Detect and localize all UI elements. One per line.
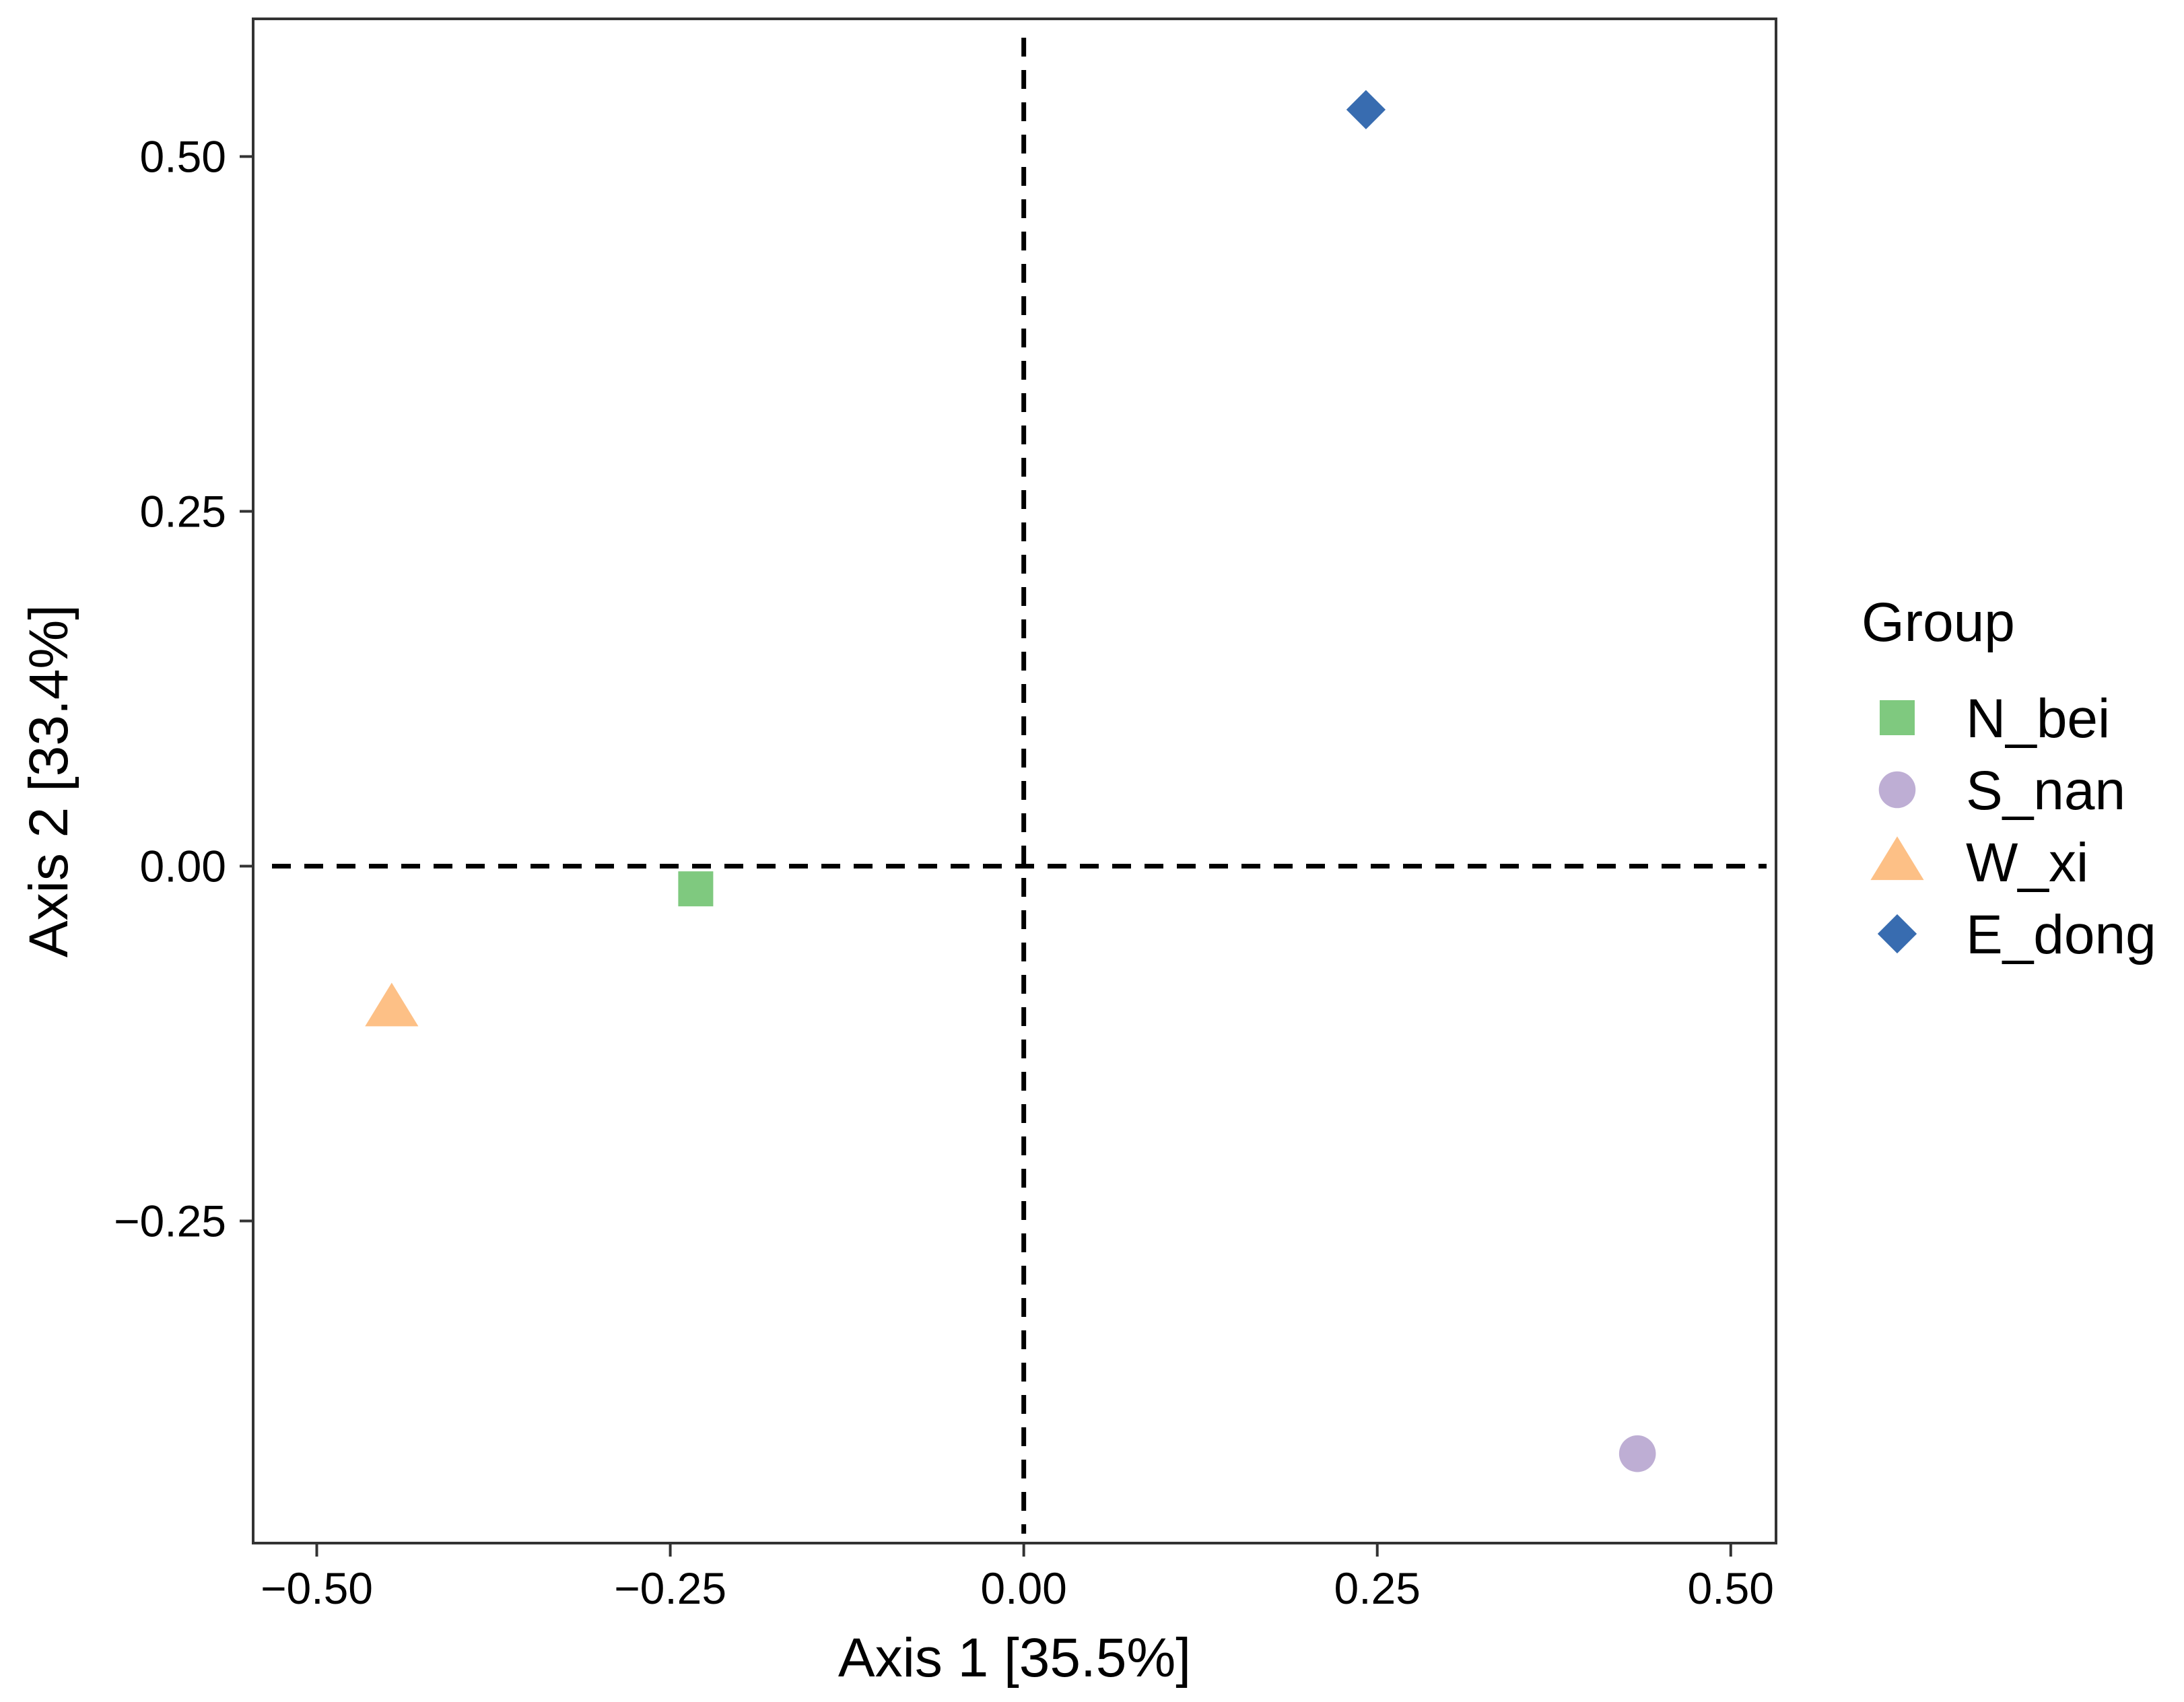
point-e-dong (1346, 90, 1386, 130)
x-tick-label: −0.50 (261, 1563, 373, 1613)
x-tick-label: 0.25 (1334, 1563, 1420, 1613)
legend-key-e-dong (1877, 914, 1917, 954)
legend-items: N_bei S_nan W_xi E_dong (1870, 688, 2156, 965)
plot-panel-border (252, 18, 1777, 1544)
legend-label-n-bei: N_bei (1966, 688, 2110, 749)
point-w-xi (365, 982, 419, 1027)
legend-label-s-nan: S_nan (1966, 760, 2125, 821)
point-n-bei (678, 871, 714, 907)
y-tick-label: 0.25 (140, 486, 226, 536)
x-axis: −0.50 −0.25 0.00 0.25 0.50 (261, 1543, 1774, 1613)
legend-title: Group (1862, 592, 2015, 653)
y-tick-label: −0.25 (114, 1196, 226, 1246)
x-axis-title: Axis 1 [35.5%] (838, 1627, 1191, 1689)
y-axis: −0.25 0.00 0.25 0.50 (114, 131, 253, 1246)
reference-lines (272, 38, 1767, 1534)
y-tick-label: 0.00 (140, 841, 226, 891)
y-tick-label: 0.50 (140, 131, 226, 181)
legend-key-w-xi (1870, 836, 1924, 881)
legend-key-s-nan (1878, 771, 1916, 809)
legend-label-e-dong: E_dong (1966, 904, 2156, 965)
x-tick-label: −0.25 (614, 1563, 726, 1613)
y-axis-title: Axis 2 [33.4%] (18, 605, 79, 957)
x-tick-label: 0.50 (1688, 1563, 1774, 1613)
legend-label-w-xi: W_xi (1966, 832, 2088, 893)
data-points (365, 90, 1656, 1472)
legend: Group N_bei S_nan W_xi E_dong (1862, 592, 2156, 965)
legend-key-n-bei (1880, 700, 1915, 735)
point-s-nan (1618, 1435, 1656, 1472)
x-tick-label: 0.00 (980, 1563, 1066, 1613)
